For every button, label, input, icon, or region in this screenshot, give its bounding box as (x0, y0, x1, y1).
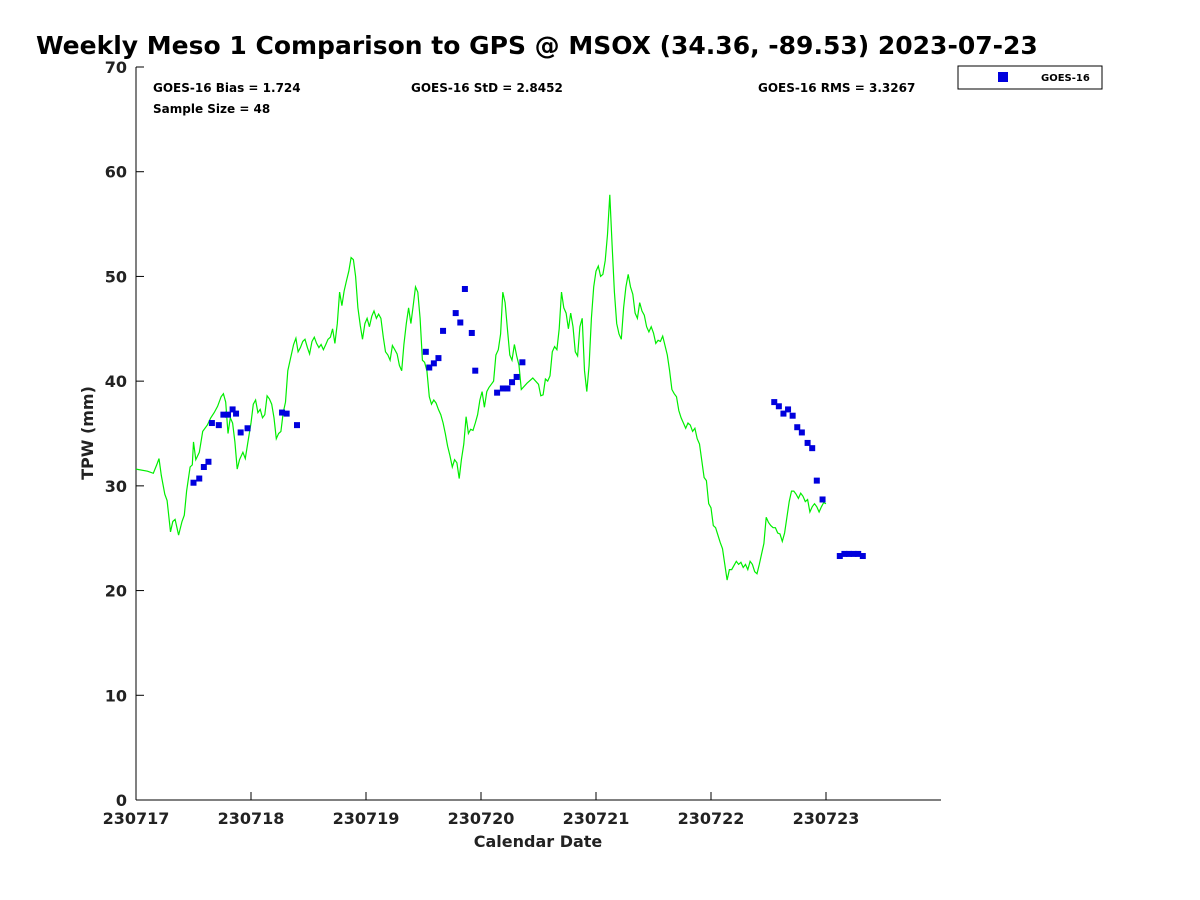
goes16-point (855, 550, 862, 557)
goes16-point (237, 429, 244, 436)
goes16-point (850, 550, 857, 557)
goes16-point (794, 424, 801, 431)
rms-annotation: GOES-16 RMS = 3.3267 (758, 81, 915, 95)
goes16-point (775, 403, 782, 410)
goes16-point (846, 550, 852, 557)
goes16-point (841, 550, 848, 557)
goes16-point (452, 310, 459, 317)
goes16-point (789, 412, 796, 419)
goes16-point (422, 348, 429, 355)
x-ticks: 230717 230718 230719 230720 230721 230722 2307… (103, 792, 860, 828)
y-tick-label: 40 (105, 372, 127, 391)
legend-box (957, 65, 1103, 90)
goes16-point (225, 411, 231, 418)
legend-label-goes16: GOES-16 (1041, 73, 1090, 84)
goes16-point (771, 399, 778, 406)
y-ticks: 0 10 20 30 40 50 60 70 (105, 58, 144, 810)
goes16-point (430, 360, 437, 367)
y-tick-label: 60 (105, 163, 127, 182)
goes16-point (813, 477, 820, 484)
goes16-point (196, 475, 203, 482)
goes16-point (809, 445, 816, 452)
x-tick-label: 230721 (563, 809, 630, 828)
goes16-point (798, 429, 805, 436)
goes16-point (468, 329, 475, 336)
goes16-point (215, 422, 222, 429)
goes16-series (190, 285, 866, 560)
std-annotation: GOES-16 StD = 2.8452 (411, 81, 563, 95)
goes16-point (279, 409, 286, 416)
legend-marker-goes16 (998, 72, 1008, 82)
goes16-point (504, 385, 511, 392)
goes16-point (205, 458, 212, 465)
y-tick-label: 20 (105, 582, 127, 601)
x-tick-label: 230722 (678, 809, 745, 828)
y-tick-label: 0 (116, 791, 127, 810)
goes16-point (426, 364, 433, 371)
y-axis-label: TPW (mm) (78, 386, 97, 480)
goes16-point (435, 355, 442, 362)
goes16-point (499, 385, 506, 392)
goes16-point (519, 359, 526, 366)
plot-background (136, 67, 941, 800)
legend: GOES-16 (957, 65, 1103, 90)
goes16-point (859, 553, 866, 560)
goes16-point (780, 410, 787, 417)
goes16-point (513, 373, 520, 380)
goes16-point (457, 319, 464, 326)
chart-title: Weekly Meso 1 Comparison to GPS @ MSOX (… (36, 31, 1038, 60)
goes16-point (494, 389, 501, 396)
goes16-point (233, 410, 240, 417)
goes16-point (836, 553, 843, 560)
plot-area: 0 10 20 30 40 50 60 70 230717 230718 230719 230720… (103, 58, 941, 828)
goes16-point (294, 422, 300, 429)
goes16-point (472, 367, 479, 374)
goes16-point (819, 496, 826, 503)
goes16-point (229, 406, 236, 413)
x-tick-label: 230717 (103, 809, 170, 828)
stats-annotations: GOES-16 Bias = 1.724 GOES-16 StD = 2.845… (153, 81, 915, 116)
goes16-point (440, 327, 447, 334)
goes16-point (461, 285, 468, 292)
goes16-point (244, 425, 251, 432)
x-tick-label: 230718 (218, 809, 285, 828)
y-tick-label: 70 (105, 58, 127, 77)
gps-series (135, 194, 827, 581)
gps-tpw-line (135, 194, 827, 581)
goes16-point (208, 420, 215, 427)
goes16-point (220, 411, 227, 418)
goes16-point (804, 439, 811, 446)
x-tick-label: 230719 (333, 809, 400, 828)
goes16-point (785, 406, 792, 413)
goes16-point (190, 479, 197, 486)
goes16-point (283, 410, 290, 417)
x-tick-label: 230723 (793, 809, 860, 828)
y-tick-label: 30 (105, 477, 127, 496)
sample-size-annotation: Sample Size = 48 (153, 102, 270, 116)
goes16-point (200, 464, 207, 471)
x-tick-label: 230720 (448, 809, 515, 828)
x-axis-label: Calendar Date (474, 832, 603, 851)
goes16-point (509, 379, 516, 386)
bias-annotation: GOES-16 Bias = 1.724 (153, 81, 301, 95)
y-tick-label: 50 (105, 267, 127, 286)
y-tick-label: 10 (105, 686, 127, 705)
